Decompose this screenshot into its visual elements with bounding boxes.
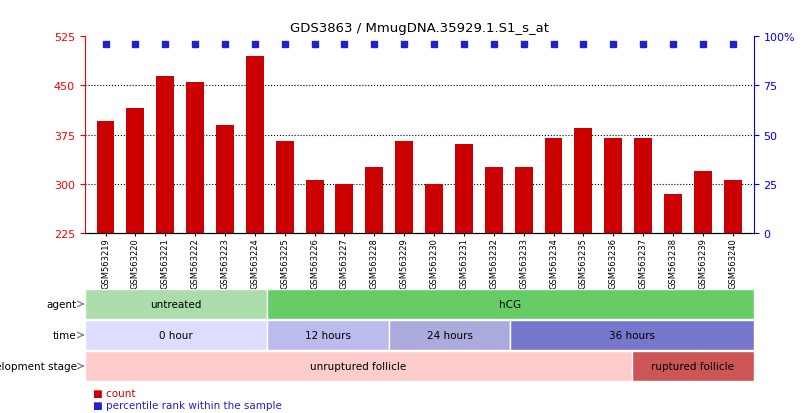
Text: 24 hours: 24 hours <box>426 330 472 340</box>
Bar <box>694 171 712 233</box>
Bar <box>216 126 234 233</box>
Bar <box>515 168 533 233</box>
Text: agent: agent <box>47 299 77 309</box>
Bar <box>305 181 323 233</box>
Bar <box>267 320 388 350</box>
Text: 12 hours: 12 hours <box>305 330 351 340</box>
Bar <box>276 142 293 233</box>
Bar <box>455 145 473 233</box>
Bar <box>634 138 652 233</box>
Bar <box>85 351 632 381</box>
Bar <box>365 168 384 233</box>
Bar <box>604 138 622 233</box>
Bar <box>267 289 754 319</box>
Text: ■ count: ■ count <box>93 388 135 398</box>
Bar <box>485 168 503 233</box>
Bar <box>510 320 754 350</box>
Bar <box>156 76 174 233</box>
Bar <box>575 129 592 233</box>
Bar <box>388 320 510 350</box>
Bar <box>127 109 144 233</box>
Text: development stage: development stage <box>0 361 77 371</box>
Bar <box>545 138 563 233</box>
Bar <box>395 142 413 233</box>
Bar <box>85 289 267 319</box>
Text: ■ percentile rank within the sample: ■ percentile rank within the sample <box>93 400 281 410</box>
Text: hCG: hCG <box>499 299 521 309</box>
Bar <box>664 194 682 233</box>
Text: 0 hour: 0 hour <box>159 330 193 340</box>
Bar <box>632 351 754 381</box>
Text: untreated: untreated <box>150 299 202 309</box>
Bar <box>335 184 353 233</box>
Bar <box>97 122 114 233</box>
Text: unruptured follicle: unruptured follicle <box>310 361 406 371</box>
Text: 36 hours: 36 hours <box>609 330 655 340</box>
Text: ruptured follicle: ruptured follicle <box>651 361 734 371</box>
Title: GDS3863 / MmugDNA.35929.1.S1_s_at: GDS3863 / MmugDNA.35929.1.S1_s_at <box>289 21 549 35</box>
Bar <box>186 83 204 233</box>
Bar <box>425 184 443 233</box>
Bar <box>85 320 267 350</box>
Text: time: time <box>53 330 77 340</box>
Bar <box>724 181 742 233</box>
Bar <box>246 57 264 233</box>
